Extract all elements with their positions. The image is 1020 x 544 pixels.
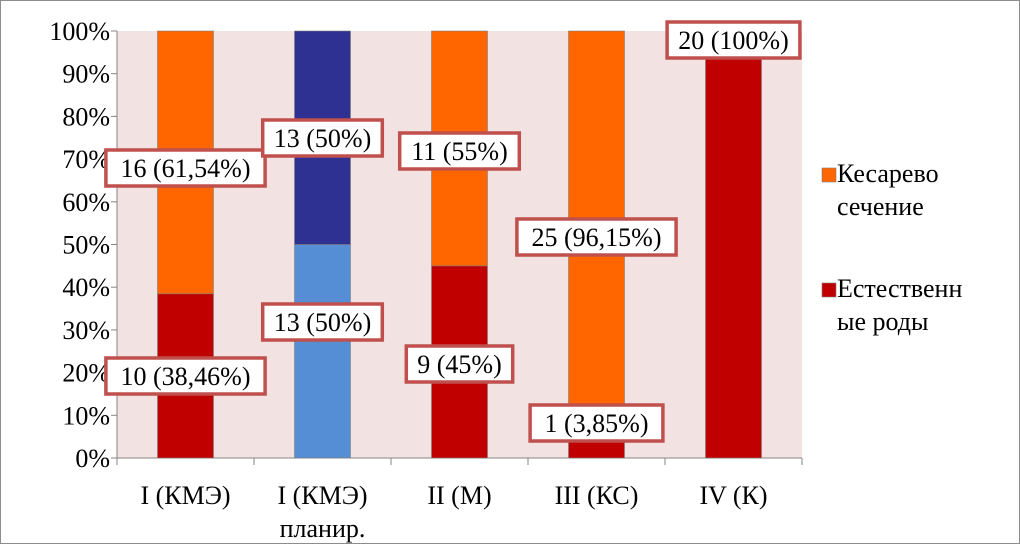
y-tick-label: 50% (62, 231, 110, 260)
data-label-box (665, 20, 802, 60)
x-tick-label: I (КМЭ) (277, 481, 367, 510)
y-tick-label: 0% (75, 444, 110, 473)
legend-label: сечение (837, 192, 924, 221)
y-tick-label: 20% (62, 359, 110, 388)
legend-swatch (821, 167, 837, 183)
x-tick-label: IV (К) (699, 481, 767, 510)
data-label-box (104, 356, 267, 396)
legend-swatch (821, 282, 837, 298)
y-tick-label: 60% (62, 188, 110, 217)
data-label-box (260, 302, 385, 342)
bar-segment (568, 441, 625, 459)
y-tick-label: 10% (62, 401, 110, 430)
y-tick-label: 70% (62, 145, 110, 174)
axes: 0% 10% 20% 30% 40% 50% 60% 70% 80% 90% 100% I (КМЭ)… (49, 17, 803, 543)
x-tick-label: III (КС) (555, 481, 639, 510)
data-label: 16 (61,54%) (121, 154, 251, 183)
data-label-box (260, 118, 385, 158)
data-label: 11 (55%) (411, 137, 508, 166)
bar-segment (294, 244, 351, 459)
data-label-box (528, 403, 665, 443)
data-label: 25 (96,15%) (532, 223, 662, 252)
data-labels: 10 (38,46%) 16 (61,54%) 13 (50%) 13 (50%) 9 … (104, 20, 802, 443)
y-tick-label: 90% (62, 60, 110, 89)
y-tick-label: 40% (62, 273, 110, 302)
data-label-box (515, 217, 678, 257)
data-label-box (404, 344, 515, 384)
data-label: 13 (50%) (274, 124, 371, 153)
y-tick-label: 100% (49, 17, 110, 46)
y-tick-label: 30% (62, 316, 110, 345)
x-tick-label: II (М) (427, 481, 491, 510)
legend-label: Естественн (837, 274, 962, 303)
bar-segment (705, 30, 762, 459)
legend-label: Кесарево (837, 159, 939, 188)
data-label: 13 (50%) (274, 308, 371, 337)
data-label: 10 (38,46%) (121, 362, 251, 391)
y-tick-label: 80% (62, 102, 110, 131)
data-label: 1 (3,85%) (545, 409, 649, 438)
data-label: 20 (100%) (678, 26, 788, 55)
x-tick-label: планир. (280, 514, 366, 543)
data-label-box (397, 131, 522, 171)
data-label-box (104, 148, 267, 188)
legend-label: ые роды (837, 307, 928, 336)
x-tick-label: I (КМЭ) (140, 481, 230, 510)
legend: Кесарево сечение Естественн ые роды (821, 159, 962, 336)
data-label: 9 (45%) (417, 350, 501, 379)
